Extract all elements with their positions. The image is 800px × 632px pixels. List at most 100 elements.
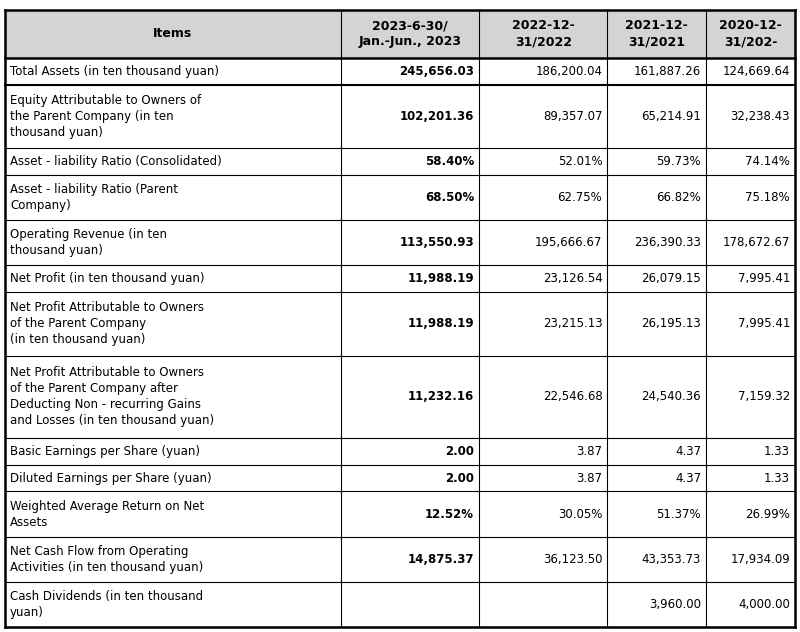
Bar (706, 85, 795, 149)
Bar (341, 537, 479, 582)
Bar (341, 265, 479, 292)
Bar (341, 292, 479, 356)
Text: 14,875.37: 14,875.37 (407, 553, 474, 566)
Text: 65,214.91: 65,214.91 (642, 110, 701, 123)
Text: 32,238.43: 32,238.43 (730, 110, 790, 123)
Text: 3.87: 3.87 (576, 445, 602, 458)
Bar (5, 492, 341, 537)
Text: 2020-12-
31/202-: 2020-12- 31/202- (719, 20, 782, 49)
Bar (706, 220, 795, 265)
Text: 2021-12-
31/2021: 2021-12- 31/2021 (626, 20, 688, 49)
Bar (5, 220, 341, 265)
Text: 161,887.26: 161,887.26 (634, 65, 701, 78)
Text: Equity Attributable to Owners of
the Parent Company (in ten
thousand yuan): Equity Attributable to Owners of the Par… (10, 94, 201, 139)
Text: Weighted Average Return on Net
Assets: Weighted Average Return on Net Assets (10, 499, 204, 528)
Text: 51.37%: 51.37% (657, 507, 701, 521)
Bar (607, 465, 706, 492)
Bar (607, 356, 706, 438)
Bar (706, 175, 795, 220)
Text: 12.52%: 12.52% (425, 507, 474, 521)
Text: 75.18%: 75.18% (746, 191, 790, 204)
Bar (479, 492, 607, 537)
Bar (5, 149, 341, 175)
Bar (607, 10, 706, 58)
Bar (706, 58, 795, 85)
Text: 52.01%: 52.01% (558, 155, 602, 168)
Bar (5, 292, 341, 356)
Text: 68.50%: 68.50% (425, 191, 474, 204)
Text: 4.37: 4.37 (675, 471, 701, 485)
Text: 66.82%: 66.82% (656, 191, 701, 204)
Bar (5, 465, 341, 492)
Text: 186,200.04: 186,200.04 (535, 65, 602, 78)
Bar (706, 438, 795, 465)
Bar (479, 582, 607, 627)
Text: 62.75%: 62.75% (558, 191, 602, 204)
Bar (706, 465, 795, 492)
Text: Cash Dividends (in ten thousand
yuan): Cash Dividends (in ten thousand yuan) (10, 590, 203, 619)
Text: 102,201.36: 102,201.36 (400, 110, 474, 123)
Text: 7,159.32: 7,159.32 (738, 391, 790, 403)
Text: Net Profit Attributable to Owners
of the Parent Company after
Deducting Non - re: Net Profit Attributable to Owners of the… (10, 367, 214, 427)
Bar (341, 582, 479, 627)
Bar (341, 492, 479, 537)
Text: 178,672.67: 178,672.67 (722, 236, 790, 250)
Text: 4.37: 4.37 (675, 445, 701, 458)
Bar (607, 58, 706, 85)
Text: Basic Earnings per Share (yuan): Basic Earnings per Share (yuan) (10, 445, 200, 458)
Text: 3.87: 3.87 (576, 471, 602, 485)
Bar (607, 537, 706, 582)
Bar (479, 10, 607, 58)
Text: 11,988.19: 11,988.19 (407, 317, 474, 331)
Text: Items: Items (154, 27, 193, 40)
Bar (5, 537, 341, 582)
Text: 1.33: 1.33 (764, 471, 790, 485)
Text: 195,666.67: 195,666.67 (535, 236, 602, 250)
Bar (341, 438, 479, 465)
Bar (706, 10, 795, 58)
Text: 23,215.13: 23,215.13 (542, 317, 602, 331)
Text: 23,126.54: 23,126.54 (542, 272, 602, 285)
Bar (607, 220, 706, 265)
Text: 2023-6-30/
Jan.-Jun., 2023: 2023-6-30/ Jan.-Jun., 2023 (358, 20, 462, 49)
Bar (479, 438, 607, 465)
Text: Total Assets (in ten thousand yuan): Total Assets (in ten thousand yuan) (10, 65, 219, 78)
Bar (607, 175, 706, 220)
Bar (5, 356, 341, 438)
Text: 11,232.16: 11,232.16 (408, 391, 474, 403)
Text: 43,353.73: 43,353.73 (642, 553, 701, 566)
Bar (341, 220, 479, 265)
Bar (479, 356, 607, 438)
Bar (706, 492, 795, 537)
Text: 58.40%: 58.40% (425, 155, 474, 168)
Bar (607, 149, 706, 175)
Text: Operating Revenue (in ten
thousand yuan): Operating Revenue (in ten thousand yuan) (10, 228, 167, 257)
Text: Net Profit (in ten thousand yuan): Net Profit (in ten thousand yuan) (10, 272, 205, 285)
Text: 59.73%: 59.73% (657, 155, 701, 168)
Text: 36,123.50: 36,123.50 (543, 553, 602, 566)
Bar (607, 292, 706, 356)
Bar (5, 265, 341, 292)
Bar (5, 438, 341, 465)
Bar (5, 58, 341, 85)
Text: 3,960.00: 3,960.00 (649, 598, 701, 611)
Bar (706, 582, 795, 627)
Text: 22,546.68: 22,546.68 (542, 391, 602, 403)
Bar (5, 85, 341, 149)
Bar (479, 149, 607, 175)
Text: 7,995.41: 7,995.41 (738, 272, 790, 285)
Text: 1.33: 1.33 (764, 445, 790, 458)
Bar (341, 149, 479, 175)
Text: 26.99%: 26.99% (745, 507, 790, 521)
Bar (479, 220, 607, 265)
Text: 2022-12-
31/2022: 2022-12- 31/2022 (512, 20, 574, 49)
Bar (607, 438, 706, 465)
Text: Diluted Earnings per Share (yuan): Diluted Earnings per Share (yuan) (10, 471, 212, 485)
Text: 74.14%: 74.14% (745, 155, 790, 168)
Bar (5, 175, 341, 220)
Bar (706, 356, 795, 438)
Text: Net Profit Attributable to Owners
of the Parent Company
(in ten thousand yuan): Net Profit Attributable to Owners of the… (10, 301, 204, 346)
Text: 113,550.93: 113,550.93 (399, 236, 474, 250)
Bar (341, 10, 479, 58)
Bar (706, 265, 795, 292)
